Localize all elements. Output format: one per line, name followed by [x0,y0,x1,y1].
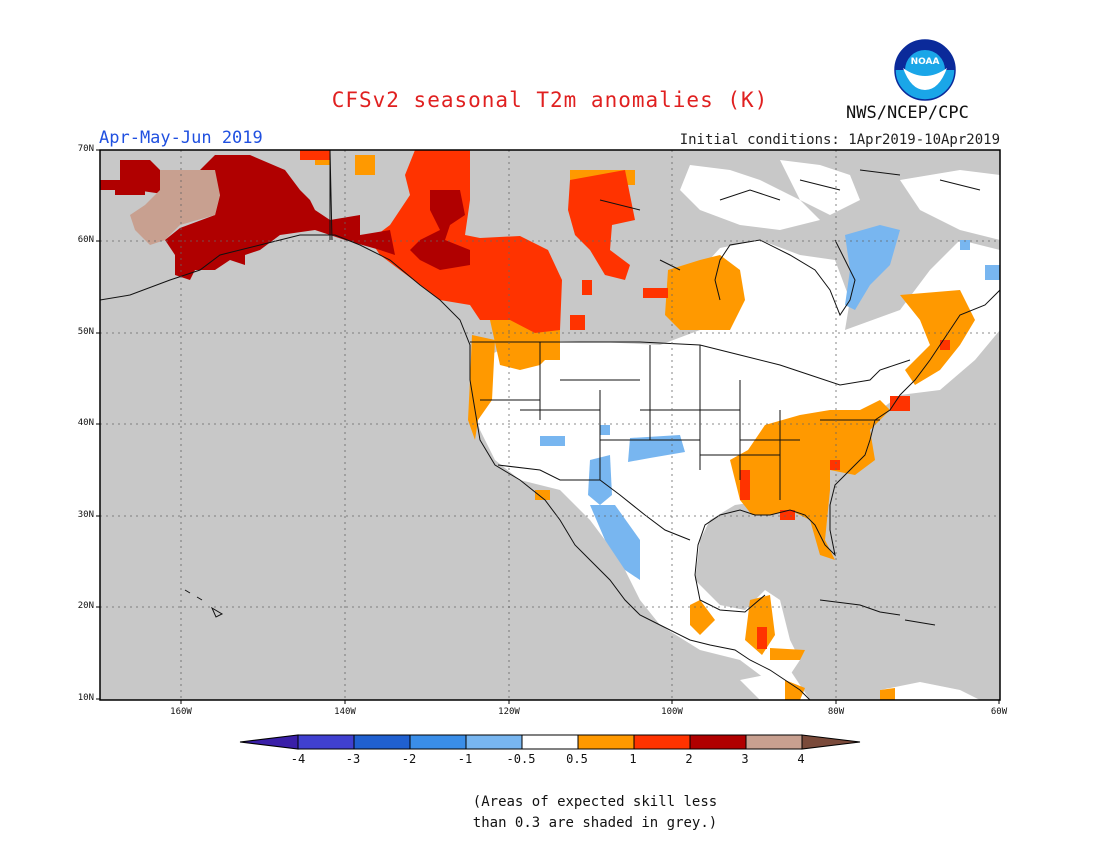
chart-title: CFSv2 seasonal T2m anomalies (K) [331,88,769,112]
map-frame [99,149,1001,701]
colorbar-label: -1 [457,752,473,766]
lon-label: 80W [827,707,845,717]
hawaii [184,589,224,618]
north-america-coastline [100,234,811,700]
colorbar-arrow-high [801,734,861,750]
lat-label: 10N [77,693,94,703]
colorbar-swatch [521,734,579,750]
lon-label: 60W [990,707,1008,717]
axis-ticks [96,149,1000,704]
graticule [100,150,1000,700]
skill-note-line: than 0.3 are shaded in grey.) [472,815,718,831]
initial-conditions: Initial conditions: 1Apr2019-10Apr2019 [679,132,1000,148]
hudson-bay-coastline [714,239,856,317]
cuba [819,599,901,616]
lat-label: 60N [77,235,94,245]
colorbar-label: -2 [401,752,417,766]
us-mexico-border [497,464,691,541]
colorbar-swatch [297,734,355,750]
noaa-logo-text: NOAA [911,57,940,67]
skill-note: (Areas of expected skill less than 0.3 a… [420,792,770,834]
agency-label: NWS/NCEP/CPC [846,103,969,123]
noaa-logo: NOAA [893,38,957,106]
warm-anomaly-1-2 [225,150,950,649]
colorbar-swatch [409,734,467,750]
colorbar-swatch [745,734,803,750]
colorbar-label: 2 [685,752,693,766]
colorbar-swatch [577,734,635,750]
lat-label: 30N [77,510,94,520]
colorbar-label: -4 [290,752,306,766]
lat-label: 70N [77,144,94,154]
colorbar-label: 3 [741,752,749,766]
colorbar-arrow-low [239,734,299,750]
colorbar-label: 0.5 [566,752,588,766]
forecast-period: Apr-May-Jun 2019 [99,128,263,148]
colorbar-swatch [633,734,691,750]
colorbar-swatch [465,734,523,750]
colorbar-label: 4 [797,752,805,766]
colorbar-swatch [353,734,411,750]
lon-label: 160W [170,707,192,717]
colorbar-label: -3 [345,752,361,766]
colorbar-label: 1 [629,752,637,766]
colorbar-label: -0.5 [506,752,536,766]
colorbar-swatch [689,734,747,750]
warm-anomaly-3-4 [130,170,220,245]
skill-note-line: (Areas of expected skill less [472,794,718,810]
lon-label: 100W [661,707,683,717]
lon-label: 120W [498,707,520,717]
us-canada-border [470,341,911,386]
lon-label: 140W [334,707,356,717]
colorbar [239,734,861,750]
lat-label: 50N [77,327,94,337]
lat-label: 20N [77,601,94,611]
lat-label: 40N [77,418,94,428]
